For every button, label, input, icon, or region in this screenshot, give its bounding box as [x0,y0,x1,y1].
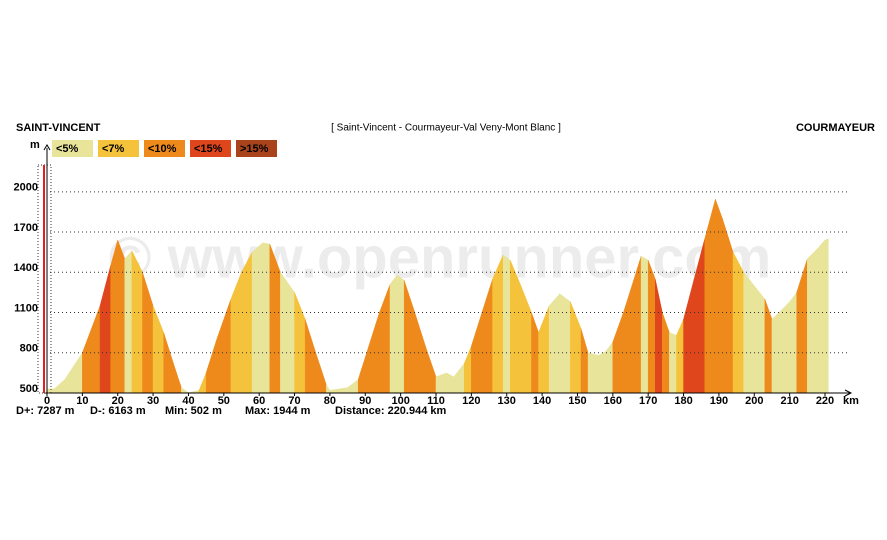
legend-swatch [190,140,231,157]
x-tick-label: 120 [462,395,480,407]
stat: D+: 7287 m [16,405,75,417]
profile-segment [280,271,295,394]
x-tick-label: 200 [745,395,763,407]
x-tick-label: 190 [710,395,728,407]
x-tick-label: 160 [604,395,622,407]
profile-segment [807,247,819,394]
x-tick-label: 150 [568,395,586,407]
profile-segment [110,240,118,394]
start-label: SAINT-VINCENT [16,122,101,134]
profile-segment [824,238,829,394]
profile-segment [754,284,766,394]
x-arrow [844,389,853,397]
profile-segment [502,254,511,394]
x-tick-label: 220 [816,395,834,407]
x-tick-label: 100 [391,395,409,407]
x-tick-label: 10 [76,395,88,407]
x-axis-label: km [843,395,859,407]
x-tick-label: 140 [533,395,551,407]
x-tick-label: 60 [253,395,265,407]
x-tick-label: 40 [182,395,194,407]
y-tick-label: 1400 [14,262,38,274]
legend-label: <5% [56,143,79,155]
x-tick-label: 130 [498,395,516,407]
legend-label: >15% [240,143,269,155]
profile-segment [640,255,649,394]
x-tick-label: 0 [44,395,50,407]
x-tick-label: 170 [639,395,657,407]
y-arrow [43,144,51,151]
end-label: COURMAYEUR [796,122,875,134]
profile-segment [633,256,642,394]
legend-label: <7% [102,143,125,155]
y-tick-label: 800 [20,343,38,355]
profile-segment [598,350,606,394]
profile-segment [389,274,398,394]
y-tick-label: 2000 [14,182,38,194]
legend-swatch [52,140,93,157]
x-tick-label: 180 [674,395,692,407]
x-tick-label: 30 [147,395,159,407]
profile-segment [492,254,504,394]
stat: D-: 6163 m [90,405,146,417]
profile-segment [559,293,571,394]
x-tick-label: 210 [780,395,798,407]
profile-segment [262,242,271,394]
profile-segment [241,252,253,394]
profile-segment [396,274,405,394]
y-tick-label: 500 [20,383,38,395]
profile-segment [548,293,561,394]
x-tick-label: 80 [324,395,336,407]
legend-label: <10% [148,143,177,155]
profile-segment [732,252,744,394]
profile-segment [789,291,797,394]
profile-segment [251,242,263,394]
profile-segment [117,240,126,394]
profile-segment [715,199,723,394]
y-tick-label: 1100 [14,302,38,314]
profile-segment [778,301,790,394]
watermark: © www.openrunner.com [109,225,772,290]
stat: Distance: 220.944 km [335,405,447,417]
chart-title: [ Saint-Vincent - Courmayeur-Val Veny-Mo… [331,123,561,134]
stat: Max: 1944 m [245,405,311,417]
profile-segment [743,271,755,394]
profile-segment [771,311,780,394]
profile-segment [131,250,143,394]
y-axis-label: m [30,139,40,151]
legend-label: <15% [194,143,223,155]
legend-swatch [144,140,185,157]
profile-segment [669,332,677,394]
profile-segment [817,239,826,394]
profile-segment [647,260,656,394]
y-tick-label: 1700 [14,222,38,234]
profile-segment [605,341,614,394]
stat: Min: 502 m [165,405,222,417]
profile-segment [587,352,599,394]
x-tick-label: 70 [288,395,300,407]
legend-swatch [236,140,277,157]
legend-swatch [98,140,139,157]
x-tick-label: 50 [218,395,230,407]
x-tick-label: 110 [427,395,445,407]
x-tick-label: 90 [359,395,371,407]
x-tick-label: 20 [112,395,124,407]
